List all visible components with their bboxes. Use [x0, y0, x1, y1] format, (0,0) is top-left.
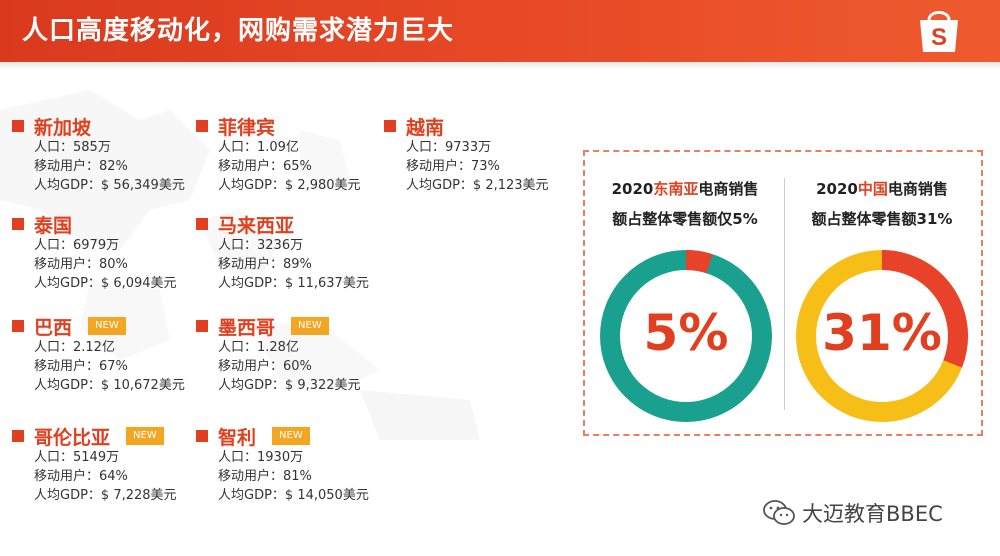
wechat-icon — [763, 500, 795, 525]
bullet-square-icon — [196, 430, 208, 442]
china-caption-line2: 额占整体零售额31% — [811, 210, 953, 228]
mobile-users: 移动用户：73% — [406, 159, 500, 174]
country-name: 墨西哥 — [218, 316, 276, 339]
country-name: 越南 — [406, 116, 445, 139]
country-brazil: 巴西 NEW 人口：2.12亿 移动用户：67% 人均GDP：$ 10,672美… — [12, 314, 185, 395]
bullet-square-icon — [196, 120, 208, 132]
watermark: 大迈教育BBEC — [762, 498, 943, 528]
gdp-per-capita: 人均GDP：$ 7,228美元 — [34, 488, 177, 503]
gdp-per-capita: 人均GDP：$ 9,322美元 — [218, 378, 361, 393]
new-badge: NEW — [291, 317, 329, 335]
mobile-users: 移动用户：81% — [218, 469, 312, 484]
ecommerce-share-panel — [583, 150, 983, 436]
mobile-users: 移动用户：60% — [218, 359, 312, 374]
sea-caption-line1: 2020东南亚电商销售 — [611, 180, 759, 198]
bullet-square-icon — [196, 320, 208, 332]
gdp-per-capita: 人均GDP：$ 10,672美元 — [34, 378, 185, 393]
header-shadow — [0, 62, 1000, 70]
new-badge: NEW — [272, 427, 310, 445]
population: 人口：1930万 — [218, 450, 304, 465]
bullet-square-icon — [12, 218, 24, 230]
country-name: 新加坡 — [34, 116, 92, 139]
bullet-square-icon — [384, 120, 396, 132]
gdp-per-capita: 人均GDP：$ 14,050美元 — [218, 488, 369, 503]
shopping-bag-icon: S — [920, 11, 958, 52]
mobile-users: 移动用户：65% — [218, 159, 312, 174]
china-percent-label: 31% — [822, 304, 942, 362]
sea-percent-label: 5% — [643, 304, 729, 362]
country-chile: 智利 NEW 人口：1930万 移动用户：81% 人均GDP：$ 14,050美… — [196, 424, 369, 505]
country-name: 巴西 — [34, 316, 73, 339]
sea-caption-line2: 额占整体零售额仅5% — [612, 210, 758, 228]
country-singapore: 新加坡 人口：585万 移动用户：82% 人均GDP：$ 56,349美元 — [12, 114, 185, 195]
mobile-users: 移动用户：64% — [34, 469, 128, 484]
page-title: 人口高度移动化，网购需求潜力巨大 — [22, 16, 455, 46]
watermark-text: 大迈教育BBEC — [802, 502, 943, 526]
country-name: 马来西亚 — [218, 214, 295, 237]
country-thailand: 泰国 人口：6979万 移动用户：80% 人均GDP：$ 6,094美元 — [12, 212, 177, 293]
mobile-users: 移动用户：80% — [34, 257, 128, 272]
gdp-per-capita: 人均GDP：$ 2,123美元 — [406, 178, 549, 193]
country-name: 哥伦比亚 — [34, 426, 111, 449]
population: 人口：585万 — [34, 140, 111, 155]
china-share-arc — [881, 250, 968, 368]
country-name: 智利 — [218, 426, 257, 449]
mobile-users: 移动用户：67% — [34, 359, 128, 374]
china-caption-line1: 2020中国电商销售 — [816, 180, 948, 198]
bullet-square-icon — [12, 120, 24, 132]
population: 人口：1.09亿 — [218, 140, 299, 155]
population: 人口：5149万 — [34, 450, 120, 465]
bullet-square-icon — [196, 218, 208, 230]
country-mexico: 墨西哥 NEW 人口：1.28亿 移动用户：60% 人均GDP：$ 9,322美… — [196, 314, 361, 395]
bullet-square-icon — [12, 430, 24, 442]
population: 人口：6979万 — [34, 238, 120, 253]
logo-letter: S — [931, 24, 947, 51]
header-bar: 人口高度移动化，网购需求潜力巨大 S — [0, 0, 1000, 62]
population: 人口：3236万 — [218, 238, 304, 253]
sea-share-arc — [685, 250, 713, 274]
new-badge: NEW — [126, 427, 164, 445]
gdp-per-capita: 人均GDP：$ 56,349美元 — [34, 178, 185, 193]
new-badge: NEW — [88, 317, 126, 335]
population: 人口：2.12亿 — [34, 340, 115, 355]
sea-share-donut — [600, 250, 772, 422]
gdp-per-capita: 人均GDP：$ 2,980美元 — [218, 178, 361, 193]
mobile-users: 移动用户：82% — [34, 159, 128, 174]
mobile-users: 移动用户：89% — [218, 257, 312, 272]
gdp-per-capita: 人均GDP：$ 11,637美元 — [218, 276, 369, 291]
population: 人口：1.28亿 — [218, 340, 299, 355]
population: 人口：9733万 — [406, 140, 492, 155]
gdp-per-capita: 人均GDP：$ 6,094美元 — [34, 276, 177, 291]
panel-divider — [784, 178, 785, 410]
country-name: 泰国 — [34, 214, 73, 237]
country-name: 菲律宾 — [218, 116, 276, 139]
country-vietnam: 越南 人口：9733万 移动用户：73% 人均GDP：$ 2,123美元 — [384, 114, 549, 195]
bullet-square-icon — [12, 320, 24, 332]
country-colombia: 哥伦比亚 NEW 人口：5149万 移动用户：64% 人均GDP：$ 7,228… — [12, 424, 177, 505]
country-philippines: 菲律宾 人口：1.09亿 移动用户：65% 人均GDP：$ 2,980美元 — [196, 114, 361, 195]
country-malaysia: 马来西亚 人口：3236万 移动用户：89% 人均GDP：$ 11,637美元 — [196, 212, 369, 293]
china-share-donut — [796, 250, 968, 422]
